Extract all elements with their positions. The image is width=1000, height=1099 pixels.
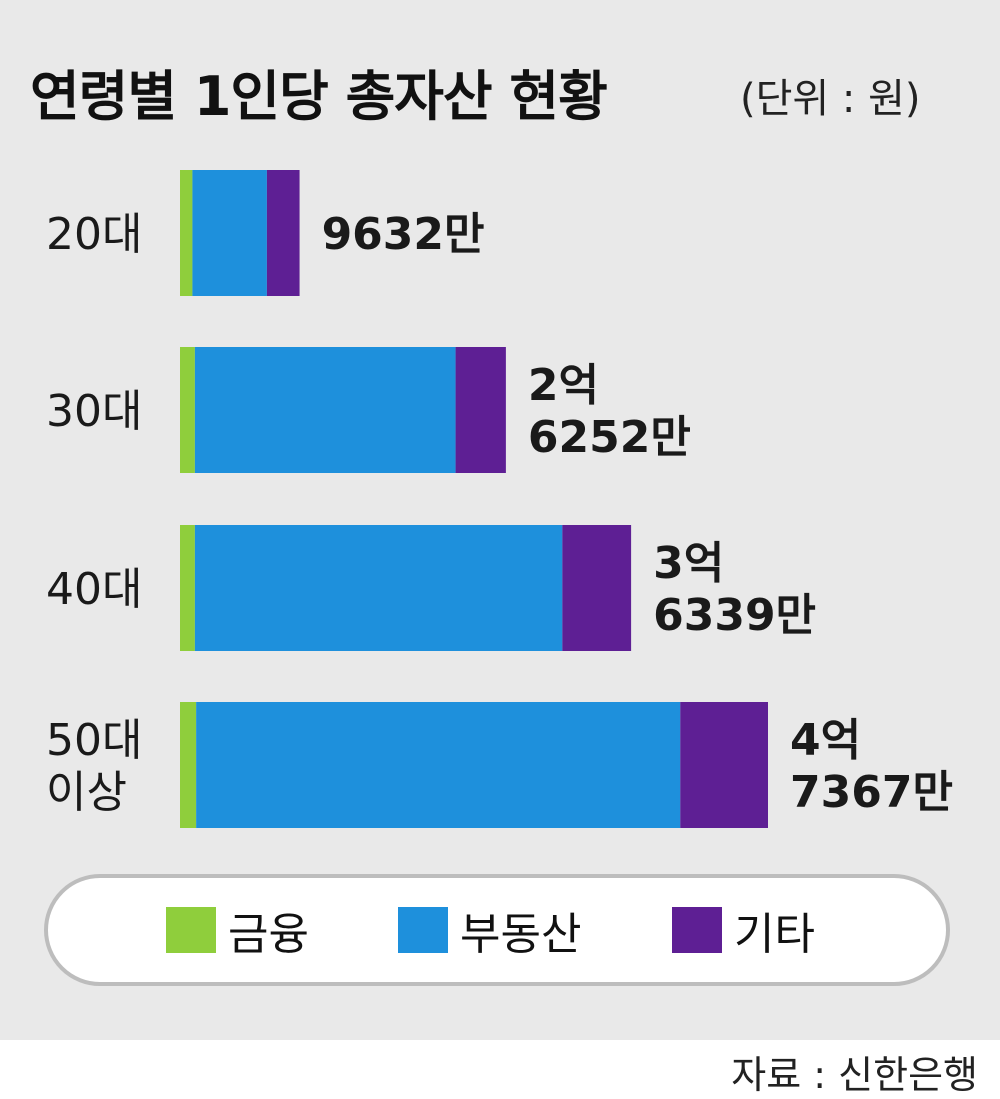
category-label: 50대 이상 [46,715,142,818]
unit-label: (단위 : 원) [740,76,921,122]
source-note: 자료 : 신한은행 [731,1053,978,1097]
bar-segment-real-estate [196,702,681,828]
total-value-label: 9632만 [322,209,485,260]
bar-segment-finance [180,525,195,651]
chart-panel [0,0,1000,1040]
bar-segment-other [680,702,768,828]
legend-swatch-other [672,907,722,953]
legend-swatch-finance [166,907,216,953]
bar-segment-other [562,525,632,651]
bar-segment-finance [180,702,197,828]
stacked-bar-chart: 20대 9632만 30대 2억 6252만 40대 3억 6339만 50대 이상 4억 7367만 [46,170,953,828]
bar-segment-real-estate [194,525,563,651]
legend-item-real-estate: 부동산 [398,904,581,960]
legend-item-finance: 금융 [166,904,309,960]
bar-segment-real-estate [192,170,267,296]
category-label: 30대 [46,386,142,437]
bar-segment-finance [180,347,195,473]
total-value-label: 4억 7367만 [790,715,953,818]
chart-title: 연령별 1인당 총자산 현황 [30,65,608,128]
category-label: 20대 [46,209,142,260]
legend-label-real-estate: 부동산 [460,909,582,960]
total-value-label: 3억 6339만 [653,538,816,641]
bar-segment-other [266,170,300,296]
bar-segment-other [455,347,506,473]
total-value-label: 2억 6252만 [528,360,691,463]
category-label: 40대 [46,564,142,615]
legend-item-other: 기타 [672,904,815,960]
bar-segment-finance [180,170,193,296]
legend-swatch-real-estate [398,907,448,953]
legend: 금융 부동산 기타 [44,874,950,986]
bar-segment-real-estate [194,347,456,473]
legend-label-finance: 금융 [228,909,309,960]
legend-label-other: 기타 [734,909,815,960]
